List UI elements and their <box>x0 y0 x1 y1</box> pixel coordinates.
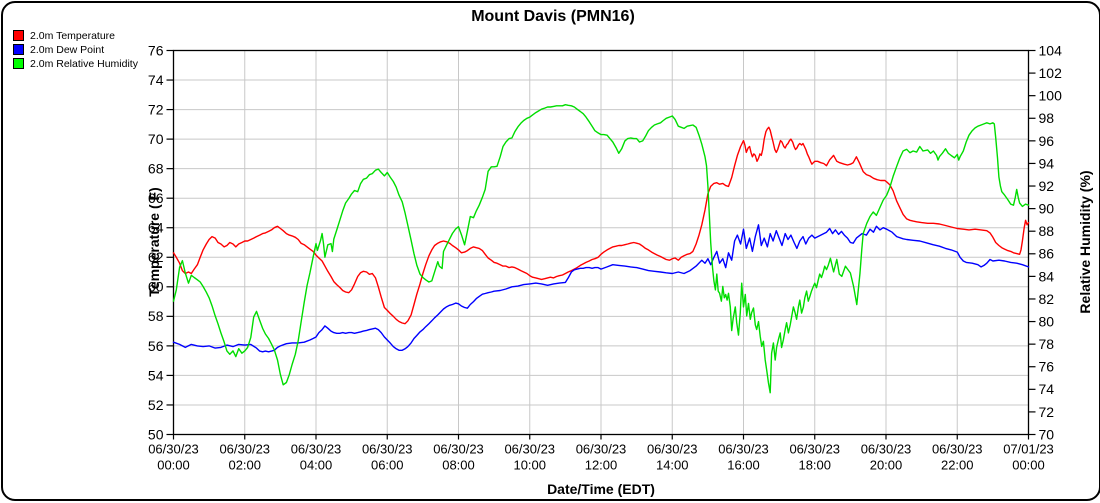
svg-text:06/30/23: 06/30/23 <box>861 442 912 457</box>
legend-item-relative-humidity: 2.0m Relative Humidity <box>13 57 138 70</box>
svg-text:92: 92 <box>1039 178 1055 194</box>
legend-label-dew-point: 2.0m Dew Point <box>30 43 105 56</box>
svg-text:86: 86 <box>1039 246 1055 262</box>
svg-text:76: 76 <box>1039 359 1055 375</box>
svg-text:76: 76 <box>148 42 164 58</box>
svg-text:84: 84 <box>1039 268 1055 284</box>
svg-text:94: 94 <box>1039 155 1055 171</box>
svg-text:72: 72 <box>1039 404 1055 420</box>
svg-text:20:00: 20:00 <box>870 458 903 473</box>
svg-text:74: 74 <box>1039 381 1055 397</box>
temperature-swatch-icon <box>13 30 24 41</box>
svg-text:88: 88 <box>1039 223 1055 239</box>
y-right-axis-title: Relative Humidity (%) <box>1077 170 1093 314</box>
legend-label-temperature: 2.0m Temperature <box>30 29 116 42</box>
svg-text:16:00: 16:00 <box>727 458 760 473</box>
legend: 2.0m Temperature 2.0m Dew Point 2.0m Rel… <box>13 29 138 71</box>
svg-text:06/30/23: 06/30/23 <box>504 442 555 457</box>
svg-text:96: 96 <box>1039 133 1055 149</box>
chart-title: Mount Davis (PMN16) <box>471 8 635 25</box>
svg-text:06/30/23: 06/30/23 <box>647 442 698 457</box>
svg-text:62: 62 <box>148 249 164 265</box>
svg-text:06/30/23: 06/30/23 <box>433 442 484 457</box>
svg-text:02:00: 02:00 <box>228 458 261 473</box>
svg-text:102: 102 <box>1039 65 1063 81</box>
svg-text:12:00: 12:00 <box>585 458 618 473</box>
legend-item-temperature: 2.0m Temperature <box>13 29 138 42</box>
svg-text:00:00: 00:00 <box>1012 458 1045 473</box>
svg-text:68: 68 <box>148 161 164 177</box>
svg-text:06/30/23: 06/30/23 <box>718 442 769 457</box>
plot-area: 76 74 72 70 68 66 64 62 60 58 56 54 52 50 104 102 100 98 9… <box>148 42 1063 473</box>
svg-text:80: 80 <box>1039 313 1055 329</box>
svg-text:64: 64 <box>148 220 164 236</box>
svg-text:08:00: 08:00 <box>442 458 475 473</box>
svg-text:78: 78 <box>1039 336 1055 352</box>
legend-item-dew-point: 2.0m Dew Point <box>13 43 138 56</box>
svg-text:18:00: 18:00 <box>798 458 831 473</box>
svg-text:00:00: 00:00 <box>157 458 190 473</box>
svg-text:52: 52 <box>148 397 164 413</box>
x-axis-title: Date/Time (EDT) <box>547 481 655 497</box>
svg-text:06/30/23: 06/30/23 <box>291 442 342 457</box>
svg-text:50: 50 <box>148 426 164 442</box>
svg-text:22:00: 22:00 <box>941 458 974 473</box>
svg-text:07/01/23: 07/01/23 <box>1003 442 1054 457</box>
svg-text:82: 82 <box>1039 291 1055 307</box>
svg-text:58: 58 <box>148 308 164 324</box>
svg-text:100: 100 <box>1039 88 1063 104</box>
svg-text:10:00: 10:00 <box>513 458 546 473</box>
svg-text:06/30/23: 06/30/23 <box>362 442 413 457</box>
svg-text:54: 54 <box>148 367 164 383</box>
svg-text:70: 70 <box>148 131 164 147</box>
svg-text:14:00: 14:00 <box>656 458 689 473</box>
legend-label-relative-humidity: 2.0m Relative Humidity <box>30 57 138 70</box>
svg-text:56: 56 <box>148 338 164 354</box>
dew-point-swatch-icon <box>13 44 24 55</box>
svg-text:98: 98 <box>1039 110 1055 126</box>
svg-text:06/30/23: 06/30/23 <box>219 442 270 457</box>
svg-text:06/30/23: 06/30/23 <box>932 442 983 457</box>
svg-text:70: 70 <box>1039 426 1055 442</box>
svg-text:72: 72 <box>148 101 164 117</box>
svg-text:06/30/23: 06/30/23 <box>148 442 199 457</box>
svg-text:06:00: 06:00 <box>371 458 404 473</box>
svg-text:60: 60 <box>148 279 164 295</box>
relative-humidity-swatch-icon <box>13 58 24 69</box>
svg-text:04:00: 04:00 <box>300 458 333 473</box>
svg-text:104: 104 <box>1039 42 1063 58</box>
svg-text:74: 74 <box>148 72 164 88</box>
svg-text:66: 66 <box>148 190 164 206</box>
svg-text:06/30/23: 06/30/23 <box>576 442 627 457</box>
svg-text:06/30/23: 06/30/23 <box>789 442 840 457</box>
y-left-axis-title: Temperature ( F) <box>146 187 162 297</box>
svg-text:90: 90 <box>1039 201 1055 217</box>
